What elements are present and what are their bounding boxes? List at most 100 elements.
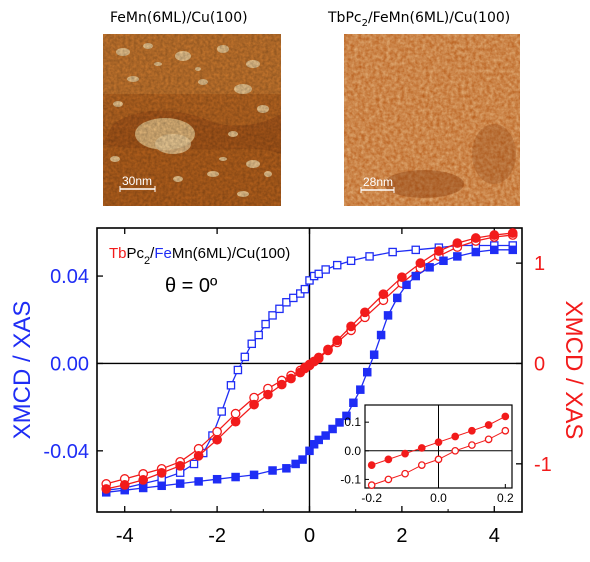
data-point [362,367,372,377]
data-point [298,455,307,464]
data-point [156,468,167,478]
inset-series-circle-open [367,426,510,489]
data-point [138,483,148,493]
data-point [349,398,358,408]
inset-y-tick-label: 0.1 [344,415,361,429]
data-point [313,352,324,363]
legend-label-part: Pc [127,245,145,262]
data-point [365,252,374,261]
data-point [434,455,443,464]
data-point [451,446,460,455]
data-point [342,411,351,421]
data-point [275,304,284,314]
data-point [328,424,337,434]
data-point [314,435,323,445]
series-blue-square-filled [101,245,518,497]
data-point [346,256,356,266]
data-point [212,474,222,484]
legend-label-part: / [150,245,155,262]
data-point [452,238,463,248]
data-point [507,228,518,238]
data-point [439,256,448,266]
data-point [332,260,342,270]
stm-right-title-part: /FeMn(6ML)/Cu(100) [367,10,511,26]
x-tick-label: -4 [116,525,134,547]
data-point [305,446,314,456]
data-point [263,389,273,400]
data-point [425,263,434,272]
inset-x-tick-label: 0.2 [497,491,514,505]
data-point [501,426,510,435]
data-point [268,311,277,320]
data-point [451,432,460,441]
data-point [508,245,518,255]
data-point [470,233,481,243]
data-point [194,477,203,486]
data-point [217,407,226,416]
data-point [296,289,305,298]
stm-left-title: FeMn(6ML)/Cu(100) [110,10,248,26]
data-point [231,472,240,482]
data-point [434,438,443,447]
data-point [276,379,287,390]
data-point [212,426,222,437]
data-point [240,352,250,362]
data-point [321,431,330,440]
data-point [417,461,426,469]
inset-series-circle-filled [367,412,510,469]
y-right-tick-label: 1 [534,253,545,275]
data-point [323,344,333,355]
stm-right-noise [344,34,520,206]
data-point [401,449,409,458]
data-point [346,321,356,332]
data-point [157,481,166,491]
y-right-tick-label: -1 [534,454,552,476]
stm-right-dark-region [384,170,464,198]
data-point [397,272,407,283]
data-point [305,276,314,285]
data-point [289,293,298,303]
legend-label-part: Tb [109,245,127,262]
data-point [411,271,420,281]
data-point [376,330,386,340]
data-point [402,280,411,290]
inset-x-tick-label: 0.0 [430,491,447,505]
y-left-tick-label: -0.04 [43,441,89,463]
data-point [254,330,263,340]
data-point [484,421,493,429]
data-point [193,450,204,461]
data-point [417,444,426,452]
theta-annotation: θ = 0º [165,275,218,297]
data-point [175,460,186,471]
stm-image-right: 28nm [344,34,520,206]
data-point [249,470,259,480]
data-point [291,459,300,469]
y-right-tick-label: 0 [534,353,545,375]
legend-label-part: 2 [144,255,150,267]
x-tick-label: -2 [208,525,226,547]
stm-image-left: 30nm [103,34,281,206]
data-point [369,350,379,359]
stm-right-title-sub: 2 [361,17,368,29]
data-point [356,385,365,394]
stm-right-scalebar-label: 28nm [363,175,393,189]
data-point [138,475,149,485]
data-point [247,339,257,349]
data-point [489,230,500,240]
data-point [367,481,376,489]
data-point [501,412,510,421]
x-tick-label: 4 [489,525,500,547]
x-tick-label: 2 [396,525,407,547]
data-point [321,265,330,274]
data-point [212,434,222,445]
data-point [332,335,343,346]
stm-left-noise [103,34,281,206]
inset-chart: -0.2 0.0 0.2 0.1 0.0 -0.1 [340,404,514,505]
stm-right-title: TbPc2/FeMn(6ML)/Cu(100) [328,10,510,29]
data-point [230,408,241,419]
data-point [415,258,426,268]
data-point [388,247,397,257]
data-point [378,289,389,300]
